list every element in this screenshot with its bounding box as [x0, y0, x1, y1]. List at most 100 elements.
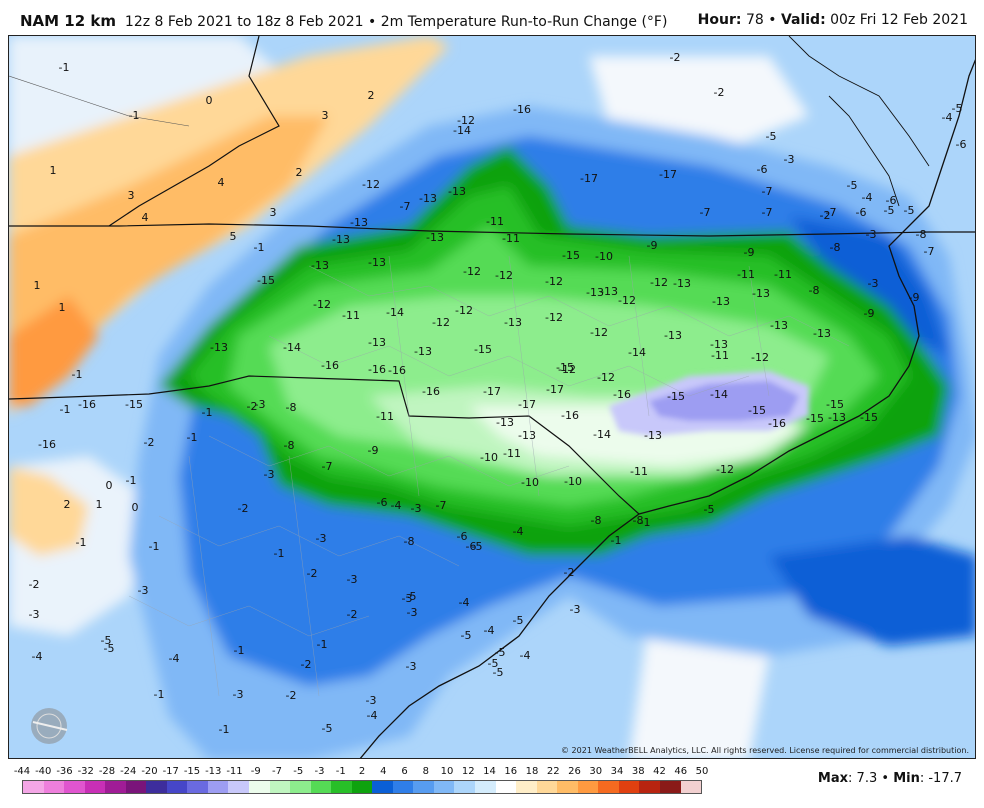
value-label: -17: [580, 172, 598, 185]
value-label: -17: [546, 383, 564, 396]
value-label: 1: [50, 164, 57, 177]
value-label: 2: [368, 89, 375, 102]
max-value: 7.3: [856, 771, 878, 786]
legend-label: -32: [77, 766, 94, 777]
value-label: -11: [630, 465, 648, 478]
map-title: NAM 12 km 12z 8 Feb 2021 to 18z 8 Feb 20…: [20, 12, 667, 30]
legend-label: 50: [695, 766, 709, 777]
value-label: -3: [866, 228, 877, 241]
value-label: -1: [187, 431, 198, 444]
value-label: -13: [368, 336, 386, 349]
legend-swatch: [43, 781, 65, 793]
legend-swatch: [207, 781, 229, 793]
value-label: -10: [595, 250, 613, 263]
value-label: -1: [126, 474, 137, 487]
value-label: -13: [752, 287, 770, 300]
value-label: -2: [29, 578, 40, 591]
value-label: -11: [502, 232, 520, 245]
legend-swatch: [413, 781, 434, 793]
value-label: -3: [233, 688, 244, 701]
legend-label: 4: [380, 766, 387, 777]
value-label: -16: [768, 417, 786, 430]
hour-label: Hour:: [697, 12, 742, 28]
copyright-text: © 2021 WeatherBELL Analytics, LLC. All r…: [561, 746, 969, 755]
value-label: -7: [762, 206, 773, 219]
value-label: 3: [270, 206, 277, 219]
legend-label: 30: [589, 766, 603, 777]
value-label: -13: [332, 233, 350, 246]
value-label: -12: [313, 298, 331, 311]
legend-label: -44: [13, 766, 31, 777]
legend-label: -36: [56, 766, 73, 777]
legend-label: 16: [504, 766, 518, 777]
value-label: -7: [436, 499, 447, 512]
value-label: -12: [495, 269, 513, 282]
value-label: -10: [521, 476, 539, 489]
value-label: -7: [400, 200, 411, 213]
value-label: -4: [484, 624, 495, 637]
value-label: -12: [597, 371, 615, 384]
value-label: -5: [952, 102, 963, 115]
value-label: -3: [407, 606, 418, 619]
legend-swatch: [495, 781, 517, 793]
value-label: -1: [60, 403, 71, 416]
value-label: -3: [406, 660, 417, 673]
value-label: -3: [868, 277, 879, 290]
value-label: -8: [286, 401, 297, 414]
value-label: -4: [942, 111, 953, 124]
value-label: -9: [368, 444, 379, 457]
value-label: -12: [716, 463, 734, 476]
legend-label: 38: [631, 766, 645, 777]
value-label: -1: [59, 61, 70, 74]
legend-labels: -44 -40 -36 -32 -28 -24 -20 -17 -15 -13 -11 -9 -7 -5-…: [14, 766, 709, 780]
value-label: -12: [590, 326, 608, 339]
value-label: -15: [667, 390, 685, 403]
legend-swatch: [392, 781, 414, 793]
value-label: -13: [710, 338, 728, 351]
value-label: -16: [422, 385, 440, 398]
legend-label: -20: [141, 766, 158, 777]
legend-label: 12: [461, 766, 475, 777]
legend-label: -5: [293, 766, 304, 777]
value-label: 2: [64, 498, 71, 511]
value-label: -11: [486, 215, 504, 228]
value-label: 4: [142, 211, 149, 224]
value-label: -12: [545, 275, 563, 288]
value-label: -4: [513, 525, 524, 538]
value-label: 0: [106, 479, 113, 492]
legend-swatch: [166, 781, 188, 793]
value-label: -17: [483, 385, 501, 398]
legend-swatch: [475, 781, 496, 793]
valid-value: 00z Fri 12 Feb 2021: [830, 12, 968, 28]
value-label: -3: [138, 584, 149, 597]
value-label: -15: [562, 249, 580, 262]
value-label: -5: [904, 204, 915, 217]
value-label: -15: [474, 343, 492, 356]
value-label: -13: [828, 411, 846, 424]
legend-swatch: [290, 781, 311, 793]
min-label: Min: [893, 771, 920, 786]
legend-swatch: [454, 781, 476, 793]
forecast-map[interactable]: -1 0 -1 2 3 1 3 4 2 4 3 5 -1 1 1 -1 -1 -2 -1 0 2 1 0 -1 -1 -2 -3 -4…: [8, 35, 976, 759]
value-label: -13: [644, 429, 662, 442]
legend-label: 8: [422, 766, 429, 777]
value-label: -5: [495, 646, 506, 659]
legend-swatch: [64, 781, 85, 793]
value-label: -14: [628, 346, 646, 359]
value-label: -13: [770, 319, 788, 332]
legend-swatch: [84, 781, 106, 793]
value-label: -16: [388, 364, 406, 377]
value-label: -13: [448, 185, 466, 198]
value-label: -13: [712, 295, 730, 308]
legend-label: -17: [162, 766, 179, 777]
value-label: -2: [670, 51, 681, 64]
value-label: -16: [321, 359, 339, 372]
value-label: -2: [238, 502, 249, 515]
value-label: -12: [457, 114, 475, 127]
value-label: -8: [404, 535, 415, 548]
value-label: -13: [664, 329, 682, 342]
value-label: -12: [463, 265, 481, 278]
value-label: -9: [864, 307, 875, 320]
value-label: -4: [367, 709, 378, 722]
valid-time: Hour: 78 • Valid: 00z Fri 12 Feb 2021: [698, 12, 968, 28]
